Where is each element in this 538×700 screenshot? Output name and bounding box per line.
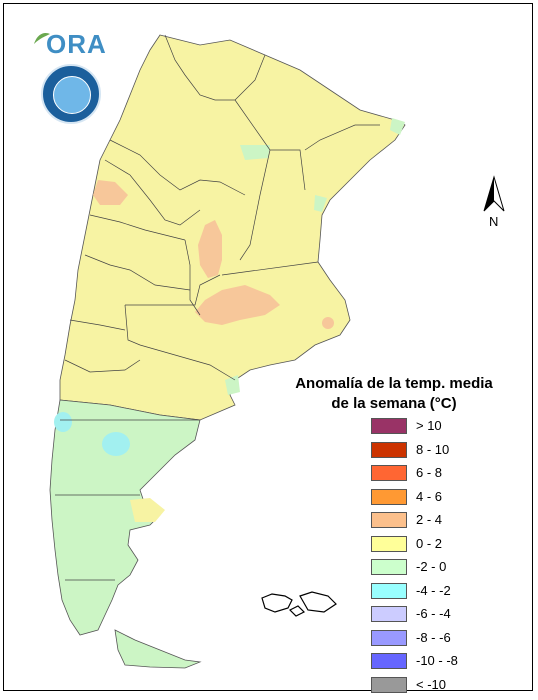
legend-swatch [371, 559, 407, 575]
legend-swatch [371, 441, 407, 458]
legend-title-line1: Anomalía de la temp. media [295, 375, 493, 392]
warm-patch-south [130, 498, 165, 522]
legend-swatch [371, 535, 407, 552]
cool-patch-north-3 [314, 195, 327, 212]
cold-anomaly-1 [102, 432, 130, 456]
anomaly-east [195, 285, 280, 325]
legend-swatch [371, 488, 407, 505]
anomaly-coast [322, 317, 334, 329]
legend-title: Anomalía de la temp. media de la semana … [294, 374, 494, 414]
legend-swatch [371, 582, 407, 599]
legend-swatch [371, 418, 407, 434]
legend-label: -6 - -4 [416, 606, 451, 621]
legend-label: 2 - 4 [416, 512, 443, 527]
meteorological-service-seal [41, 64, 101, 124]
legend-swatch [371, 629, 407, 646]
region-tierra-del-fuego [114, 629, 202, 669]
legend-swatch [371, 606, 407, 622]
region-patagonia [49, 399, 201, 636]
legend-label: -10 - -8 [416, 653, 458, 668]
leaf-icon [34, 33, 50, 44]
anomaly-center [198, 220, 222, 278]
seal-emblem-icon [53, 76, 91, 114]
legend-label: < -10 [416, 676, 446, 692]
legend-label: -2 - 0 [416, 559, 447, 574]
legend-swatch [371, 653, 407, 669]
anomaly-west [93, 180, 128, 205]
falkland-islands [261, 591, 337, 617]
province-borders [55, 34, 380, 581]
legend-label: -8 - -6 [416, 629, 451, 645]
ora-logo-text: ORA [46, 29, 107, 59]
legend-label: 6 - 8 [416, 465, 443, 480]
ora-logo [32, 30, 52, 51]
legend-label: 0 - 2 [416, 535, 443, 551]
north-arrow-icon [483, 175, 505, 212]
map-frame [3, 3, 533, 691]
legend-title-line2: de la semana (°C) [331, 395, 457, 412]
region-north-central [59, 34, 406, 421]
legend-label: > 10 [416, 418, 442, 433]
legend-label: 4 - 6 [416, 488, 443, 504]
cool-patch-north-2 [390, 118, 405, 135]
legend-swatch [371, 465, 407, 481]
legend-label: 8 - 10 [416, 441, 450, 457]
cool-patch-coast [225, 375, 240, 395]
cool-patch-north-1 [240, 145, 270, 160]
legend-swatch [371, 676, 407, 693]
north-label: N [489, 214, 499, 229]
legend-label: -4 - -2 [416, 582, 451, 598]
cold-anomaly-2 [54, 412, 72, 432]
legend-swatch [371, 512, 407, 528]
